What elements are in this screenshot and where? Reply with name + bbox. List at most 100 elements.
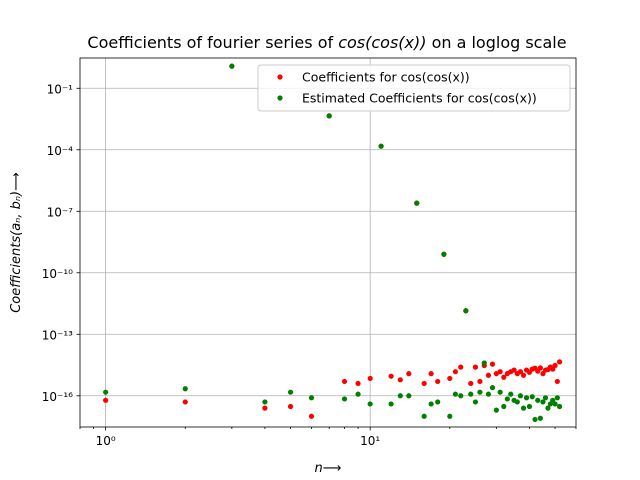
data-point-series-1 <box>497 389 503 395</box>
data-point-series-1 <box>447 413 453 419</box>
data-point-series-0 <box>452 369 458 375</box>
y-tick-label: 10⁻¹³ <box>42 328 73 342</box>
data-point-series-1 <box>435 399 441 405</box>
chart-title-prefix: Coefficients of fourier series of <box>87 33 338 52</box>
data-point-series-0 <box>447 375 453 382</box>
legend-box <box>257 64 571 112</box>
data-point-series-1 <box>542 395 549 401</box>
data-point-series-0 <box>537 365 543 371</box>
data-point-series-1 <box>326 113 332 119</box>
y-tick-label: 10⁻⁴ <box>47 144 74 158</box>
data-point-series-0 <box>485 372 492 378</box>
data-point-series-0 <box>287 403 294 410</box>
data-point-series-0 <box>517 369 524 375</box>
data-point-series-1 <box>421 413 427 419</box>
data-point-series-1 <box>463 308 469 314</box>
data-point-series-0 <box>406 371 412 377</box>
data-point-series-1 <box>182 386 188 392</box>
data-point-series-0 <box>468 380 474 387</box>
chart-title: Coefficients of fourier series of cos(co… <box>87 33 566 52</box>
data-point-series-0 <box>489 361 496 367</box>
data-point-series-1 <box>262 399 268 405</box>
data-point-series-1 <box>545 405 551 411</box>
data-point-series-0 <box>435 378 441 385</box>
data-point-series-1 <box>552 401 558 407</box>
data-point-series-1 <box>537 415 543 421</box>
data-point-series-0 <box>520 372 527 378</box>
data-point-series-1 <box>477 389 483 395</box>
data-point-series-1 <box>554 395 560 401</box>
data-point-series-1 <box>441 251 447 257</box>
data-point-series-1 <box>367 401 373 407</box>
data-point-series-1 <box>504 396 510 402</box>
data-point-series-1 <box>287 389 294 395</box>
data-point-series-0 <box>554 378 560 385</box>
data-point-series-0 <box>421 380 427 387</box>
x-tick-label: 10⁰ <box>96 434 116 448</box>
y-tick-label: 10⁻¹⁰ <box>42 267 73 281</box>
data-point-series-1 <box>493 407 499 413</box>
data-point-series-1 <box>103 389 109 395</box>
data-point-series-1 <box>308 395 315 401</box>
data-point-series-0 <box>556 359 563 365</box>
data-points <box>103 63 563 423</box>
data-point-series-1 <box>388 401 394 407</box>
y-tick-label: 10⁻¹⁶ <box>42 390 73 404</box>
data-point-series-0 <box>388 373 394 379</box>
legend: Coefficients for cos(cos(x)) Estimated C… <box>257 64 571 112</box>
data-point-series-0 <box>355 380 361 387</box>
data-point-series-1 <box>532 416 538 423</box>
data-point-series-0 <box>308 413 315 419</box>
data-point-series-0 <box>341 378 348 385</box>
data-point-series-1 <box>229 63 235 69</box>
data-point-series-1 <box>535 397 541 403</box>
data-point-series-1 <box>452 391 458 397</box>
data-point-series-0 <box>458 364 464 370</box>
data-point-series-0 <box>367 375 373 382</box>
data-point-series-1 <box>514 399 520 405</box>
data-point-series-1 <box>428 401 434 407</box>
x-tick-label: 10¹ <box>360 434 380 448</box>
data-point-series-1 <box>529 394 535 400</box>
axis-ticks: 10⁰ 10¹ 10⁻¹⁶ 10⁻¹³ 10⁻¹⁰ 10⁻⁷ 10⁻⁴ 10⁻¹ <box>42 82 577 448</box>
data-point-series-1 <box>526 403 533 410</box>
grid <box>80 58 576 427</box>
data-point-series-0 <box>511 367 517 373</box>
chart-title-math: cos(cos(x)) <box>338 33 426 52</box>
data-point-series-1 <box>520 405 527 411</box>
data-point-series-1 <box>481 360 487 366</box>
y-tick-label: 10⁻⁷ <box>47 205 74 219</box>
data-point-series-1 <box>540 399 546 405</box>
data-point-series-1 <box>378 143 384 149</box>
chart-title-suffix: on a loglog scale <box>426 33 566 52</box>
data-point-series-1 <box>485 391 492 397</box>
data-point-series-1 <box>517 393 524 399</box>
data-point-series-0 <box>428 371 434 377</box>
data-point-series-1 <box>414 200 420 206</box>
x-axis-label: n⟶ <box>315 461 342 476</box>
y-axis-label: Coefficients(aₙ, bₙ)⟶ <box>9 172 24 313</box>
data-point-series-0 <box>552 362 558 369</box>
legend-marker-coefficients <box>277 74 283 80</box>
data-point-series-0 <box>477 378 483 385</box>
data-point-series-1 <box>406 393 412 399</box>
data-point-series-0 <box>501 374 507 380</box>
legend-label-coefficients: Coefficients for cos(cos(x)) <box>302 70 470 85</box>
plot-frame <box>79 57 577 428</box>
data-point-series-0 <box>262 405 268 411</box>
data-point-series-1 <box>397 393 403 399</box>
data-point-series-0 <box>182 399 188 405</box>
data-point-series-1 <box>468 391 474 397</box>
y-tick-label: 10⁻¹ <box>47 82 74 96</box>
legend-label-estimated: Estimated Coefficients for cos(cos(x)) <box>302 91 537 106</box>
data-point-series-0 <box>397 377 403 383</box>
data-point-series-0 <box>472 364 479 370</box>
data-point-series-0 <box>103 397 109 403</box>
data-point-series-1 <box>355 391 361 397</box>
data-point-series-1 <box>341 396 348 402</box>
data-point-series-0 <box>497 369 503 375</box>
data-point-series-1 <box>489 385 496 391</box>
legend-marker-estimated <box>277 95 283 101</box>
data-point-series-0 <box>540 371 546 377</box>
